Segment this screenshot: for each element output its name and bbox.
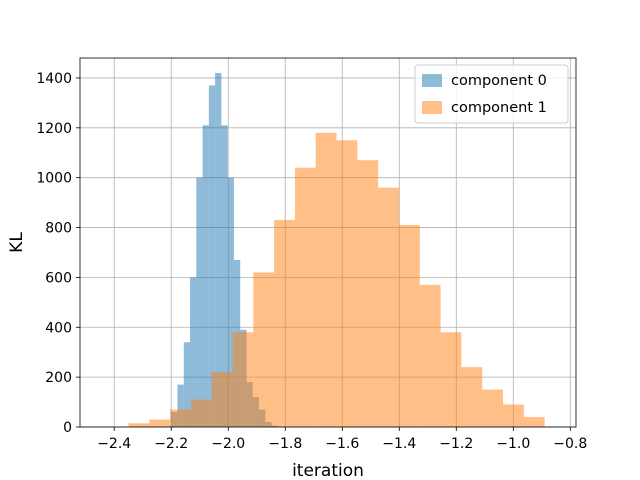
x-tick-label: −2.4 [97, 436, 131, 452]
y-tick-label: 1200 [36, 121, 72, 137]
histogram-bar-series-1 [482, 389, 504, 427]
x-tick-label: −1.2 [439, 436, 473, 452]
x-axis-label: iteration [292, 461, 364, 480]
histogram-bars [128, 72, 545, 428]
x-tick-label: −2.0 [211, 436, 245, 452]
histogram-bar-series-1 [461, 367, 483, 427]
histogram-bar-series-0 [202, 125, 209, 427]
histogram-bar-series-1 [523, 417, 545, 427]
legend-swatch [422, 101, 442, 114]
histogram-bar-series-1 [232, 332, 254, 427]
y-tick-label: 800 [45, 221, 72, 237]
histogram-bar-series-0 [208, 85, 216, 428]
x-tick-label: −1.8 [268, 436, 302, 452]
histogram-bar-series-1 [211, 372, 233, 427]
y-tick-label: 400 [45, 320, 72, 336]
y-tick-label: 1000 [36, 171, 72, 187]
histogram-bar-series-1 [294, 167, 316, 427]
histogram-bar-series-0 [221, 125, 228, 427]
histogram-bar-series-0 [177, 384, 184, 427]
histogram-bar-series-1 [149, 419, 171, 427]
x-tick-label: −1.0 [496, 436, 530, 452]
legend-label: component 0 [451, 73, 547, 89]
y-tick-label: 1400 [36, 71, 72, 87]
histogram-bar-series-1 [253, 272, 275, 427]
histogram-bar-series-1 [357, 160, 379, 428]
histogram-bar-series-1 [398, 225, 420, 427]
y-tick-label: 200 [45, 370, 72, 386]
y-tick-label: 0 [63, 420, 72, 436]
y-tick-label: 600 [45, 270, 72, 286]
histogram-bar-series-0 [227, 177, 234, 427]
histogram-bar-series-1 [315, 132, 337, 427]
histogram-bar-series-1 [503, 404, 524, 427]
histogram-bar-series-1 [378, 187, 399, 427]
histogram-bar-series-1 [274, 220, 295, 427]
legend-box [414, 64, 569, 124]
x-tick-label: −1.6 [325, 436, 359, 452]
histogram-bar-series-0 [196, 177, 203, 427]
axis-ticks: −2.4 −2.2 −2.0 −1.8 −1.6 −1.4 −1.2 −1.0 −0.8 0 200… [36, 71, 587, 452]
x-tick-label: −0.8 [553, 436, 587, 452]
histogram-bar-series-1 [128, 423, 150, 427]
legend-swatch [422, 74, 442, 87]
legend-label: component 1 [451, 100, 547, 116]
histogram-bar-series-0 [215, 72, 222, 427]
histogram-bar-series-1 [440, 332, 462, 427]
histogram-bar-series-0 [190, 277, 197, 427]
x-tick-label: −2.2 [154, 436, 188, 452]
histogram-bar-series-1 [336, 140, 358, 427]
x-tick-label: −1.4 [382, 436, 416, 452]
histogram-bar-series-1 [419, 284, 441, 427]
histogram-bar-series-1 [190, 399, 212, 427]
histogram-bar-series-1 [170, 409, 191, 427]
histogram-bar-series-0 [183, 342, 191, 427]
axes-frame [79, 57, 577, 428]
y-axis-label: KL [7, 232, 27, 253]
legend: component 0 component 1 [414, 64, 569, 124]
